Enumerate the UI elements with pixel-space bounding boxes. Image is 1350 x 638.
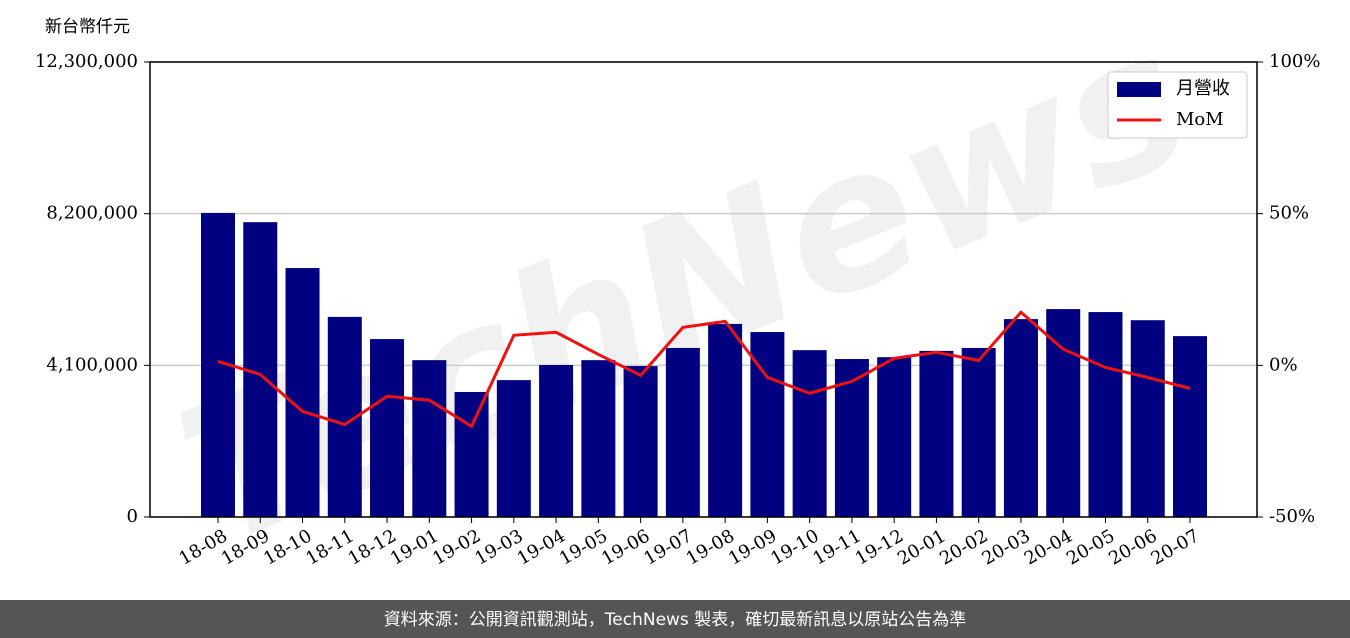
legend-label: MoM bbox=[1176, 109, 1224, 130]
bar bbox=[454, 391, 489, 517]
bar bbox=[539, 364, 574, 517]
bar bbox=[1173, 336, 1207, 517]
y-axis-label: 新台幣仟元 bbox=[45, 17, 130, 37]
legend-label: 月營收 bbox=[1176, 78, 1230, 99]
bar bbox=[961, 347, 996, 517]
bar bbox=[665, 347, 700, 517]
bar bbox=[496, 380, 531, 517]
y2-tick-label: 100% bbox=[1269, 51, 1320, 72]
bar bbox=[877, 357, 912, 517]
line bbox=[217, 310, 1191, 429]
bar bbox=[370, 339, 405, 517]
plot-frame bbox=[149, 61, 1258, 518]
bar bbox=[792, 350, 827, 517]
bar bbox=[708, 323, 743, 517]
bar bbox=[919, 350, 954, 517]
y-tick-label: 0 bbox=[127, 506, 138, 527]
y-tick-label: 12,300,000 bbox=[35, 51, 138, 72]
x-tick-label: 20-07 bbox=[1148, 525, 1203, 569]
bar bbox=[285, 268, 320, 517]
bar bbox=[581, 360, 616, 517]
footer: 資料來源：公開資訊觀測站，TechNews 製表，確切最新訊息以原站公告為準 bbox=[384, 610, 966, 630]
legend-swatch bbox=[1117, 82, 1161, 97]
y2-tick-label: 0% bbox=[1269, 354, 1298, 375]
y-tick-label: 8,200,000 bbox=[46, 203, 138, 224]
y-tick-label: 4,100,000 bbox=[46, 354, 138, 375]
y2-tick-label: 50% bbox=[1269, 203, 1309, 224]
bar bbox=[1088, 312, 1123, 517]
bar bbox=[1003, 319, 1038, 517]
bar bbox=[1046, 309, 1081, 517]
bar bbox=[623, 366, 658, 517]
bar bbox=[412, 360, 447, 517]
footer-bar bbox=[0, 600, 1350, 638]
y2-tick-label: -50% bbox=[1269, 506, 1315, 527]
bar bbox=[1130, 320, 1165, 517]
